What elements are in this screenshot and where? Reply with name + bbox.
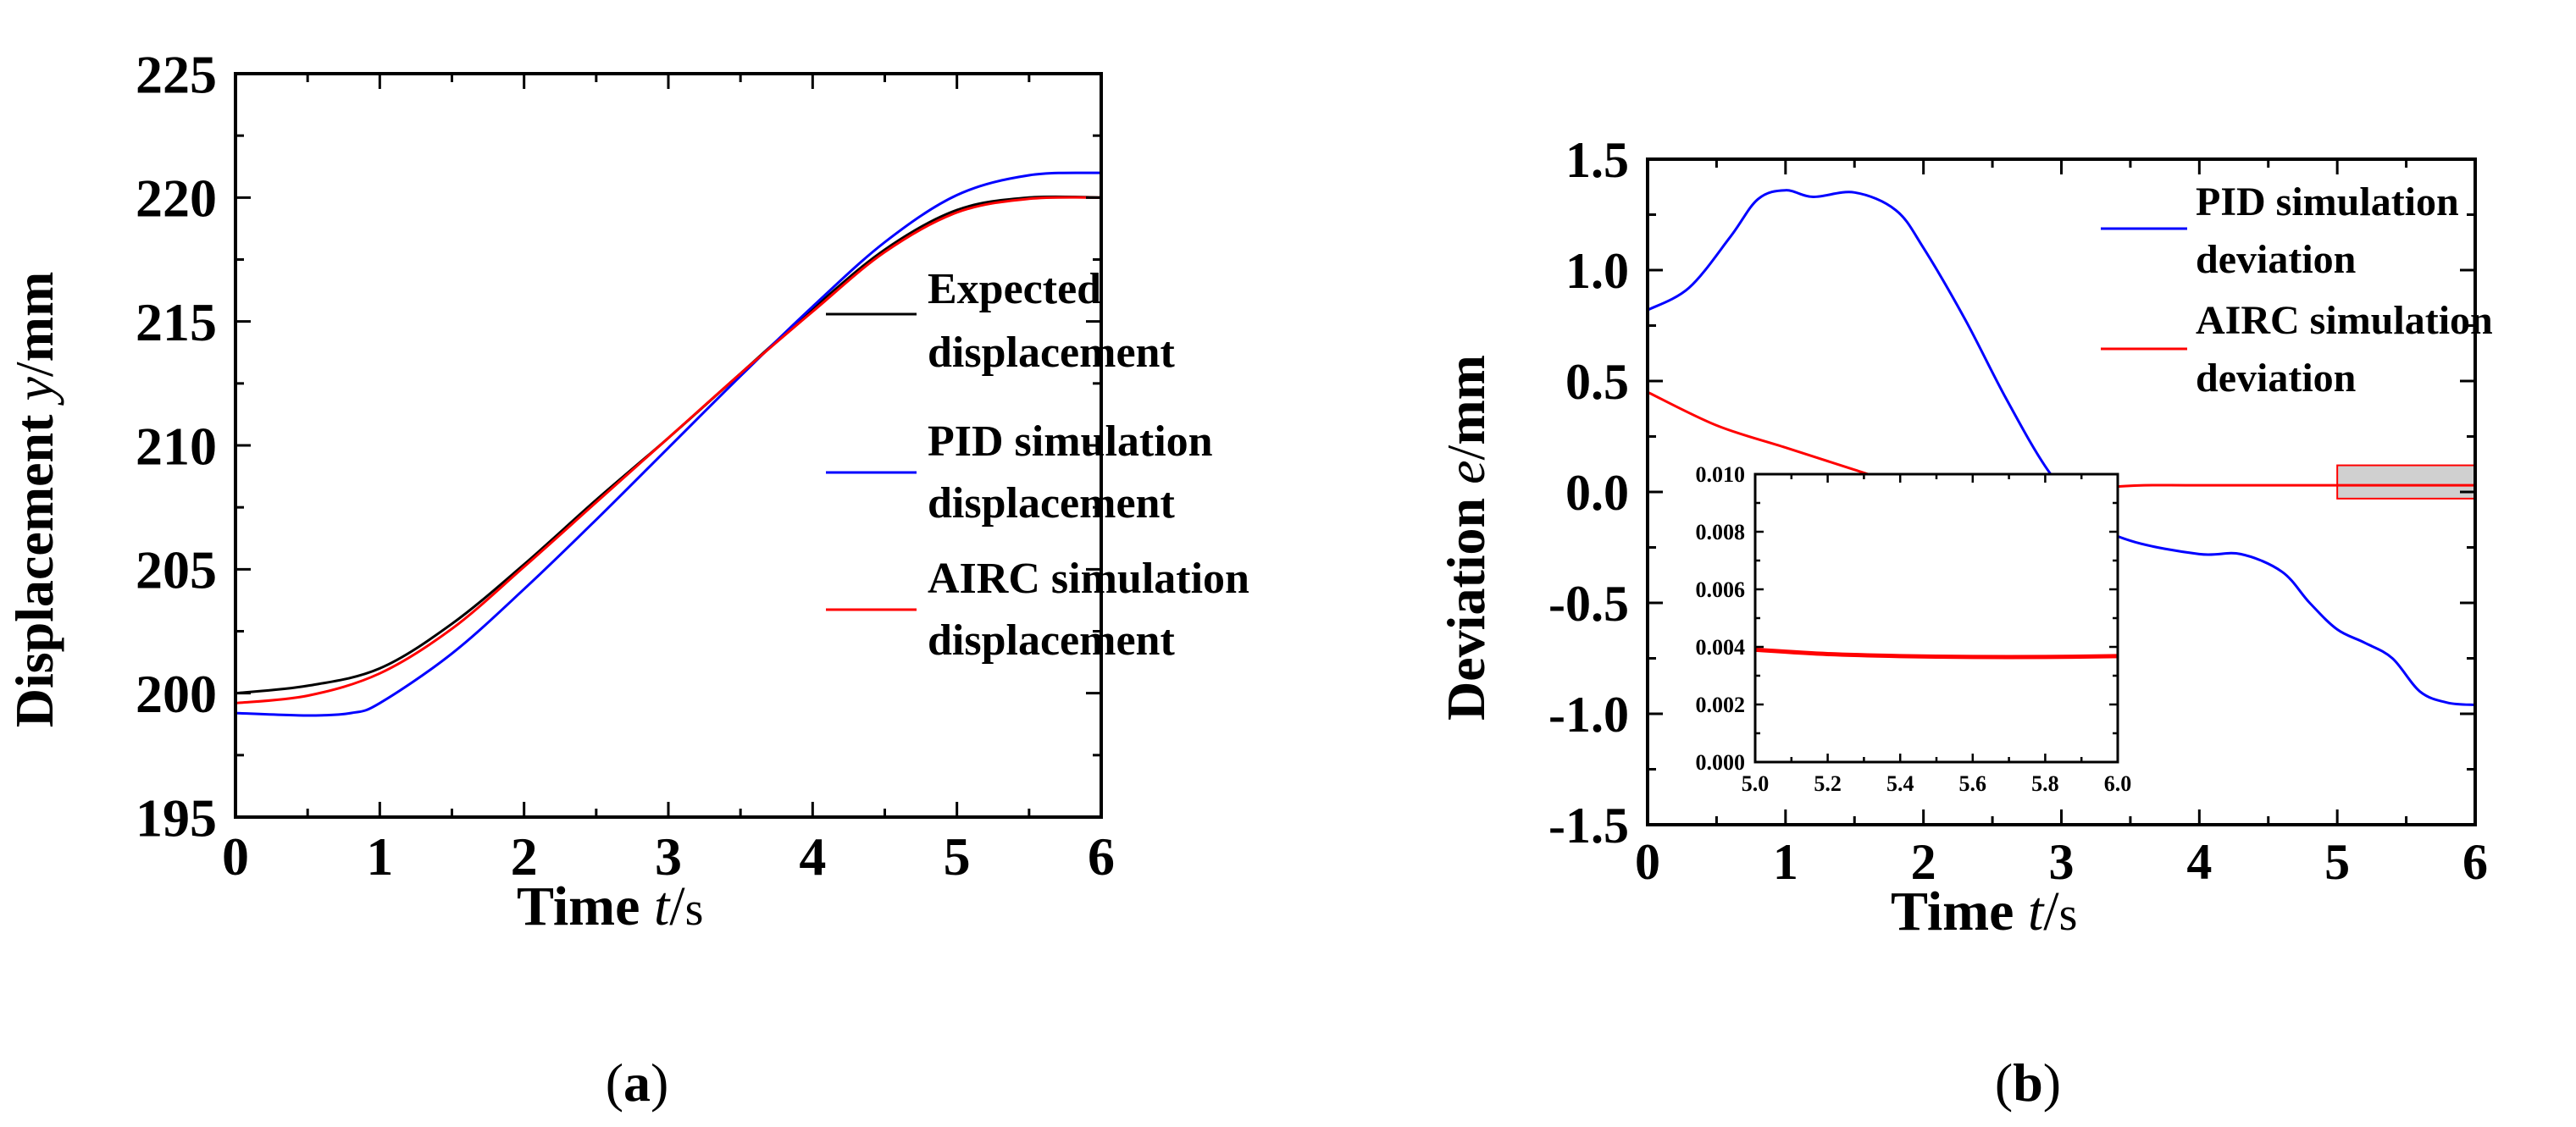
x-tick-label: 5.8 (2031, 771, 2059, 796)
y-tick-label: 215 (136, 292, 217, 352)
y-tick-label: -1.0 (1548, 687, 1629, 743)
y-tick-label: 225 (136, 44, 217, 104)
x-tick-label: 2 (1911, 834, 1936, 890)
displacement-series-2 (235, 196, 1102, 704)
x-tick-label: 6.0 (2104, 771, 2132, 796)
y-tick-label: 0.002 (1696, 693, 1746, 717)
legend-item-expected: Expected displacement (826, 265, 1175, 377)
x-tick-label: 3 (655, 826, 682, 887)
y-tick-label: 0.010 (1696, 462, 1746, 487)
legend-label-pid: PID simulation displacement (928, 417, 1224, 528)
y-tick-label: 0.000 (1696, 750, 1746, 775)
y-tick-label: 210 (136, 416, 217, 476)
inset-zoom-chart: 5.0 5.2 5.4 5.6 5.8 6.0 0.000 0.002 0.004 0.006 0.… (1696, 462, 2132, 796)
y-tick-label: 0.004 (1696, 635, 1746, 660)
x-tick-label: 5.4 (1886, 771, 1914, 796)
y-tick-label: 0.0 (1565, 465, 1629, 521)
panel-label-a: (a) (606, 1052, 669, 1113)
y-tick-label: 1.0 (1565, 243, 1629, 299)
x-tick-label: 5 (2324, 834, 2350, 890)
y-tick-label: 195 (136, 787, 217, 848)
y-tick-label: 0.008 (1696, 520, 1746, 544)
zoom-highlight-region (2336, 464, 2477, 500)
y-tick-label: 0.5 (1565, 354, 1629, 410)
y-axis-label: Deviation e/mm (1436, 355, 1496, 721)
axis-ticks: 0 1 2 3 4 5 6 -1.5 -1.0 -0.5 0.0 0.5 1.0 1.5 (1548, 132, 2488, 890)
x-tick-label: 5 (944, 826, 971, 887)
x-tick-label: 4 (2186, 834, 2212, 890)
x-axis-label: Time t/s (1891, 881, 2077, 942)
x-tick-label: 0 (222, 826, 249, 887)
y-tick-label: 1.5 (1565, 132, 1629, 188)
legend-label-airc: AIRC simulation deviation (2196, 298, 2503, 401)
x-tick-label: 6 (2462, 834, 2488, 890)
legend-item-airc: AIRC simulation deviation (2101, 298, 2503, 401)
displacement-series-1 (235, 171, 1102, 717)
y-tick-label: 220 (136, 168, 217, 229)
x-tick-label: 2 (511, 826, 538, 887)
x-tick-label: 5.6 (1959, 771, 1987, 796)
legend: Expected displacement PID simulation dis… (826, 265, 1260, 665)
y-tick-label: 200 (136, 664, 217, 724)
x-axis-label: Time t/s (517, 876, 703, 937)
legend-item-pid: PID simulation deviation (2101, 180, 2469, 282)
y-tick-label: 205 (136, 540, 217, 600)
x-tick-label: 6 (1088, 826, 1115, 887)
axis-ticks: 0 1 2 3 4 5 6 195 200 205 210 215 220 225 (136, 44, 1115, 887)
chart-displacement: 0 1 2 3 4 5 6 195 200 205 210 215 220 225 Displacemen… (4, 44, 1260, 937)
x-tick-label: 0 (1635, 834, 1660, 890)
y-tick-label: -0.5 (1548, 576, 1629, 632)
x-tick-label: 1 (1773, 834, 1798, 890)
y-axis-label: Displacement y/mm (4, 272, 64, 728)
x-tick-label: 5.2 (1814, 771, 1842, 796)
legend-label-airc: AIRC simulation displacement (928, 555, 1260, 665)
chart-deviation: 0 1 2 3 4 5 6-1.5-1.0-0.50.00.51.01.5 5.0 5.2 5.… (1436, 132, 2503, 942)
inset-background (1755, 474, 2118, 762)
x-tick-label: 3 (2049, 834, 2075, 890)
displacement-series-lines (235, 171, 1102, 717)
panel-label-b: (b) (1995, 1052, 2061, 1113)
inset-series-0 (1754, 647, 2119, 660)
x-tick-label: 4 (799, 826, 826, 887)
legend-label-expected: Expected displacement (928, 265, 1175, 377)
y-tick-label: -1.5 (1548, 798, 1629, 854)
x-tick-label: 1 (366, 826, 393, 887)
y-tick-label: 0.006 (1696, 577, 1746, 602)
legend-item-airc: AIRC simulation displacement (826, 555, 1260, 665)
x-tick-label: 5.0 (1742, 771, 1770, 796)
legend: PID simulation deviation AIRC simulation… (2101, 180, 2503, 401)
inset-axis-ticks: 5.0 5.2 5.4 5.6 5.8 6.0 0.000 0.002 0.004 0.006 0.… (1696, 462, 2132, 796)
legend-label-pid: PID simulation deviation (2196, 180, 2469, 282)
legend-item-pid: PID simulation displacement (826, 417, 1224, 528)
